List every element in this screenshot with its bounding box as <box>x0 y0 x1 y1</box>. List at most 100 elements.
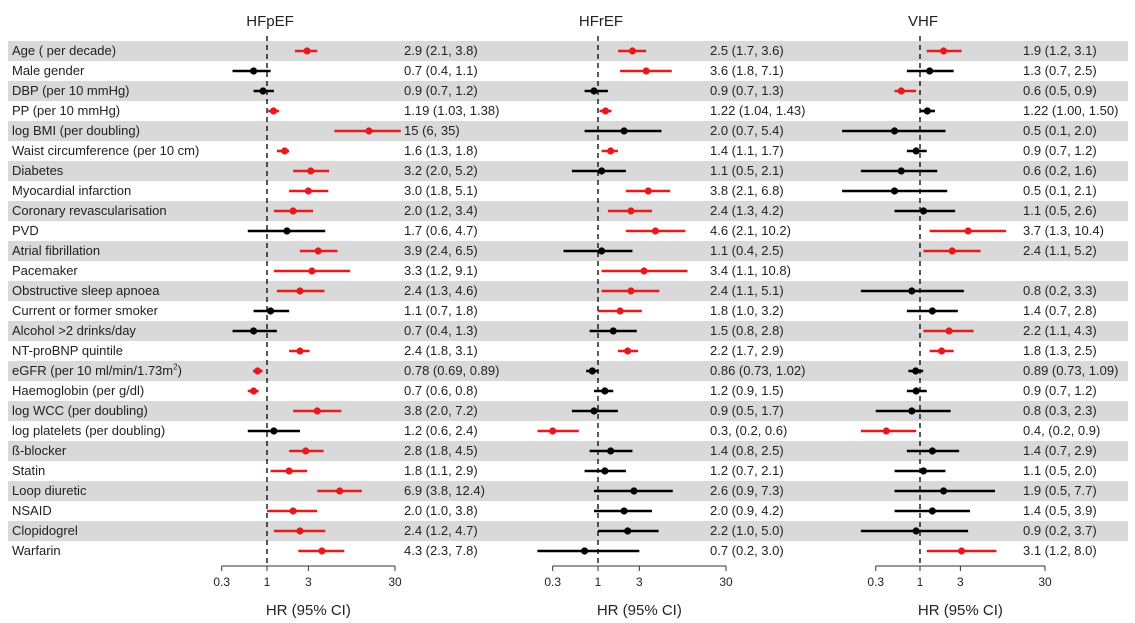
hr-ci-text: 0.8 (0.2, 3.3) <box>1023 283 1097 298</box>
hr-ci-text: 0.7 (0.2, 3.0) <box>710 543 784 558</box>
hr-point <box>296 527 304 535</box>
hr-ci-text: 1.1 (0.5, 2.6) <box>1023 203 1097 218</box>
panel-title: HFrEF <box>578 13 624 30</box>
hr-point <box>948 247 956 255</box>
hr-point <box>307 167 315 175</box>
variable-label: Warfarin <box>12 543 61 558</box>
hr-ci-text: 15 (6, 35) <box>404 123 460 138</box>
variable-label: DBP (per 10 mmHg) <box>12 83 130 98</box>
hr-ci-text: 0.6 (0.5, 0.9) <box>1023 83 1097 98</box>
hr-ci-text: 1.2 (0.9, 1.5) <box>710 383 784 398</box>
x-tick-label: 0.3 <box>544 575 562 589</box>
variable-label: PP (per 10 mmHg) <box>12 103 121 118</box>
hr-ci-text: 3.2 (2.0, 5.2) <box>404 163 478 178</box>
hr-point <box>304 187 312 195</box>
hr-point <box>590 87 598 95</box>
variable-label: log platelets (per doubling) <box>12 423 166 438</box>
row-stripe <box>8 81 1128 101</box>
hr-point <box>588 367 596 375</box>
hr-point <box>928 507 936 515</box>
x-tick-label: 3 <box>957 575 964 589</box>
hr-ci-text: 1.22 (1.00, 1.50) <box>1023 103 1119 118</box>
row-stripe <box>8 201 1128 221</box>
variable-label: Current or former smoker <box>12 303 158 318</box>
hr-ci-text: 2.0 (0.9, 4.2) <box>710 503 784 518</box>
hr-ci-text: 3.3 (1.2, 9.1) <box>404 263 478 278</box>
egfr-superscript: 2 <box>173 362 178 372</box>
hr-point <box>939 47 948 55</box>
hr-point <box>957 547 966 555</box>
hr-ci-text: 2.6 (0.9, 7.3) <box>710 483 784 498</box>
hr-ci-text: 3.9 (2.4, 6.5) <box>404 243 478 258</box>
hr-point <box>908 287 916 295</box>
hr-ci-text: 1.1 (0.5, 2.1) <box>710 163 784 178</box>
x-tick-label: 30 <box>388 575 402 589</box>
hr-ci-text: 0.9 (0.7, 1.2) <box>1023 143 1097 158</box>
hr-point <box>365 127 373 135</box>
hr-point <box>303 47 311 55</box>
hr-point <box>897 167 905 175</box>
hr-point <box>270 427 278 435</box>
variable-label: Clopidogrel <box>12 523 78 538</box>
row-stripe <box>8 41 1128 61</box>
hr-point <box>630 487 638 495</box>
variable-label: Age ( per decade) <box>12 43 117 58</box>
hr-point <box>928 447 936 455</box>
hr-point <box>281 147 289 155</box>
hr-ci-text: 0.7 (0.6, 0.8) <box>404 383 478 398</box>
hr-ci-text: 0.7 (0.4, 1.3) <box>404 323 478 338</box>
hr-point <box>938 347 946 355</box>
hr-point <box>651 227 660 235</box>
x-tick-label: 1 <box>263 575 271 589</box>
hr-point <box>283 227 291 235</box>
hr-point <box>897 87 905 95</box>
row-stripe <box>8 281 1128 301</box>
x-tick-label: 30 <box>1038 575 1052 589</box>
hr-ci-text: 1.1 (0.4, 2.5) <box>710 243 784 258</box>
hr-point <box>919 467 928 475</box>
hr-point <box>912 147 920 155</box>
hr-ci-text: 2.0 (1.0, 3.8) <box>404 503 478 518</box>
hr-point <box>890 127 899 135</box>
hr-point <box>302 447 310 455</box>
hr-ci-text: 0.89 (0.73, 1.09) <box>1023 363 1119 378</box>
hr-ci-text: 2.4 (1.8, 3.1) <box>404 343 478 358</box>
hr-ci-text: 1.9 (0.5, 7.7) <box>1023 483 1097 498</box>
hr-ci-text: 0.5 (0.1, 2.0) <box>1023 123 1097 138</box>
hr-point <box>926 67 934 75</box>
hr-point <box>314 247 322 255</box>
hr-ci-text: 0.5 (0.1, 2.1) <box>1023 183 1097 198</box>
hr-ci-text: 2.8 (1.8, 4.5) <box>404 443 478 458</box>
variable-label: Diabetes <box>12 163 64 178</box>
hr-ci-text: 1.4 (0.7, 2.8) <box>1023 303 1097 318</box>
hr-ci-text: 1.1 (0.5, 2.0) <box>1023 463 1097 478</box>
x-tick-label: 0.3 <box>867 575 885 589</box>
hr-ci-text: 1.7 (0.6, 4.7) <box>404 223 478 238</box>
hr-point <box>923 107 931 115</box>
variable-label: NT-proBNP quintile <box>12 343 124 358</box>
hr-ci-text: 1.8 (1.1, 2.9) <box>404 463 478 478</box>
hr-point <box>336 487 344 495</box>
variable-label: NSAID <box>12 503 52 518</box>
hr-ci-text: 4.3 (2.3, 7.8) <box>404 543 478 558</box>
hr-point <box>627 287 635 295</box>
hr-point <box>289 507 297 515</box>
hr-ci-text: 1.6 (1.3, 1.8) <box>404 143 478 158</box>
row-stripe <box>8 481 1128 501</box>
hr-ci-text: 0.7 (0.4, 1.1) <box>404 63 478 78</box>
hr-ci-text: 0.9 (0.2, 3.7) <box>1023 523 1097 538</box>
hr-point <box>928 307 936 315</box>
hr-point <box>601 387 609 395</box>
row-stripe <box>8 321 1128 341</box>
row-stripe <box>8 121 1128 141</box>
hr-ci-text: 4.6 (2.1, 10.2) <box>710 223 791 238</box>
hr-ci-text: 2.2 (1.1, 4.3) <box>1023 323 1097 338</box>
hr-point <box>597 247 606 255</box>
hr-ci-text: 0.3, (0.2, 0.6) <box>710 423 788 438</box>
hr-ci-text: 3.7 (1.3, 10.4) <box>1023 223 1104 238</box>
x-tick-label: 3 <box>305 575 312 589</box>
variable-label: Alcohol >2 drinks/day <box>12 323 136 338</box>
hr-point <box>627 207 635 215</box>
